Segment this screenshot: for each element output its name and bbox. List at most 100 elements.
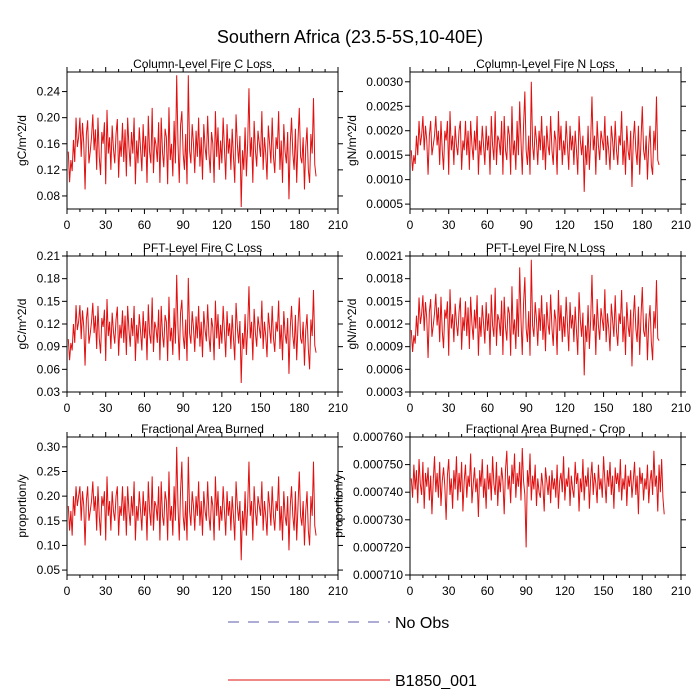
y-tick-label: 0.0005 xyxy=(366,197,403,211)
plot-title: PFT-Level Fire C Loss xyxy=(143,241,262,255)
x-tick-label: 60 xyxy=(481,584,495,598)
x-tick-label: 90 xyxy=(176,218,190,232)
x-tick-label: 120 xyxy=(555,401,575,415)
x-tick-label: 60 xyxy=(138,401,152,415)
x-tick-label: 150 xyxy=(251,401,271,415)
y-tick-label: 0.21 xyxy=(37,249,61,263)
x-tick-label: 180 xyxy=(632,218,652,232)
y-tick-label: 0.0003 xyxy=(366,385,403,399)
plot-frame xyxy=(66,436,339,576)
y-tick-label: 0.0018 xyxy=(366,272,403,286)
x-tick-label: 180 xyxy=(289,584,309,598)
y-tick-label: 0.12 xyxy=(37,163,61,177)
y-tick-label: 0.000750 xyxy=(353,458,403,472)
y-tick-label: 0.0009 xyxy=(366,340,403,354)
y-tick-label: 0.0025 xyxy=(366,99,403,113)
y-tick-label: 0.000740 xyxy=(353,485,403,499)
y-axis-label: gN/m^2/d xyxy=(345,115,359,166)
x-tick-label: 120 xyxy=(555,218,575,232)
x-tick-label: 180 xyxy=(289,401,309,415)
x-tick-label: 30 xyxy=(442,401,456,415)
y-tick-label: 0.0015 xyxy=(366,148,403,162)
y-axis-label: proportion/y xyxy=(331,474,345,537)
panel-fractional-area-burned-crop: 0 30 60 90 120 150 180 210 0.000710 0.000720 0.000… xyxy=(331,422,691,598)
x-tick-label: 210 xyxy=(328,401,348,415)
x-tick-label: 150 xyxy=(594,218,614,232)
x-tick-label: 90 xyxy=(176,584,190,598)
y-axis-label: proportion/y xyxy=(15,474,29,537)
y-tick-label: 0.12 xyxy=(37,317,61,331)
series-line xyxy=(410,448,665,548)
x-tick-label: 90 xyxy=(519,401,533,415)
y-tick-label: 0.16 xyxy=(37,137,61,151)
y-tick-label: 0.18 xyxy=(37,272,61,286)
y-tick-label: 0.0030 xyxy=(366,75,403,89)
x-tick-label: 210 xyxy=(671,218,691,232)
x-tick-label: 0 xyxy=(64,401,71,415)
legend-model-label: B1850_001 xyxy=(395,673,477,690)
x-tick-label: 150 xyxy=(251,218,271,232)
y-tick-label: 0.0006 xyxy=(366,362,403,376)
y-tick-label: 0.06 xyxy=(37,362,61,376)
plot-title: Column-Level Fire C Loss xyxy=(133,57,272,71)
y-axis-label: gN/m^2/d xyxy=(345,299,359,350)
x-tick-label: 150 xyxy=(251,584,271,598)
panel-column-fire-c-loss: 0 30 60 90 120 150 180 210 0.08 0.12 0.16 0.20 0.24 C… xyxy=(15,57,348,232)
y-axis-label: gC/m^2/d xyxy=(15,299,29,350)
x-tick-label: 0 xyxy=(64,584,71,598)
y-tick-label: 0.20 xyxy=(37,111,61,125)
plot-frame xyxy=(409,71,682,210)
x-tick-label: 60 xyxy=(138,218,152,232)
x-tick-label: 0 xyxy=(407,401,414,415)
x-tick-label: 30 xyxy=(99,401,113,415)
y-tick-label: 0.25 xyxy=(37,465,61,479)
x-tick-label: 120 xyxy=(212,218,232,232)
x-tick-label: 60 xyxy=(481,218,495,232)
y-tick-label: 0.15 xyxy=(37,514,61,528)
x-tick-label: 30 xyxy=(99,584,113,598)
panel-fractional-area-burned: 0 30 60 90 120 150 180 210 0.05 0.10 0.15 0.20 0.25 0… xyxy=(15,422,348,598)
x-tick-label: 210 xyxy=(328,218,348,232)
legend-obs-label: No Obs xyxy=(395,615,449,632)
y-tick-label: 0.000730 xyxy=(353,513,403,527)
x-tick-label: 210 xyxy=(328,584,348,598)
y-tick-label: 0.000710 xyxy=(353,568,403,582)
series-line xyxy=(410,259,660,376)
x-tick-label: 180 xyxy=(632,584,652,598)
x-tick-label: 30 xyxy=(442,218,456,232)
panel-column-fire-n-loss: 0 30 60 90 120 150 180 210 0.0005 0.0010 0.0015 0.0… xyxy=(345,57,692,232)
x-tick-label: 180 xyxy=(289,218,309,232)
plot-title: Column-Level Fire N Loss xyxy=(476,57,615,71)
x-tick-label: 30 xyxy=(442,584,456,598)
series-line xyxy=(67,446,317,561)
plot-title: PFT-Level Fire N Loss xyxy=(486,241,605,255)
x-tick-label: 180 xyxy=(632,401,652,415)
x-tick-label: 30 xyxy=(99,218,113,232)
y-tick-label: 0.30 xyxy=(37,440,61,454)
x-tick-label: 210 xyxy=(671,584,691,598)
plot-frame xyxy=(66,71,339,210)
x-tick-label: 0 xyxy=(407,218,414,232)
plot-title: Fractional Area Burned - Crop xyxy=(466,422,626,436)
series-line xyxy=(67,75,317,208)
panel-pft-fire-c-loss: 0 30 60 90 120 150 180 210 0.03 0.06 0.09 0.12 0.15 0… xyxy=(15,241,348,415)
x-tick-label: 120 xyxy=(212,584,232,598)
x-tick-label: 120 xyxy=(212,401,232,415)
x-tick-label: 0 xyxy=(407,584,414,598)
y-tick-label: 0.09 xyxy=(37,340,61,354)
y-tick-label: 0.03 xyxy=(37,385,61,399)
x-tick-label: 90 xyxy=(519,218,533,232)
x-tick-label: 150 xyxy=(594,401,614,415)
x-tick-label: 120 xyxy=(555,584,575,598)
x-tick-label: 150 xyxy=(594,584,614,598)
x-tick-label: 60 xyxy=(481,401,495,415)
x-tick-label: 210 xyxy=(671,401,691,415)
x-tick-label: 90 xyxy=(519,584,533,598)
y-tick-label: 0.20 xyxy=(37,489,61,503)
y-tick-label: 0.08 xyxy=(37,189,61,203)
y-tick-label: 0.0020 xyxy=(366,124,403,138)
x-tick-label: 90 xyxy=(176,401,190,415)
y-tick-label: 0.05 xyxy=(37,563,61,577)
y-tick-label: 0.0012 xyxy=(366,317,403,331)
